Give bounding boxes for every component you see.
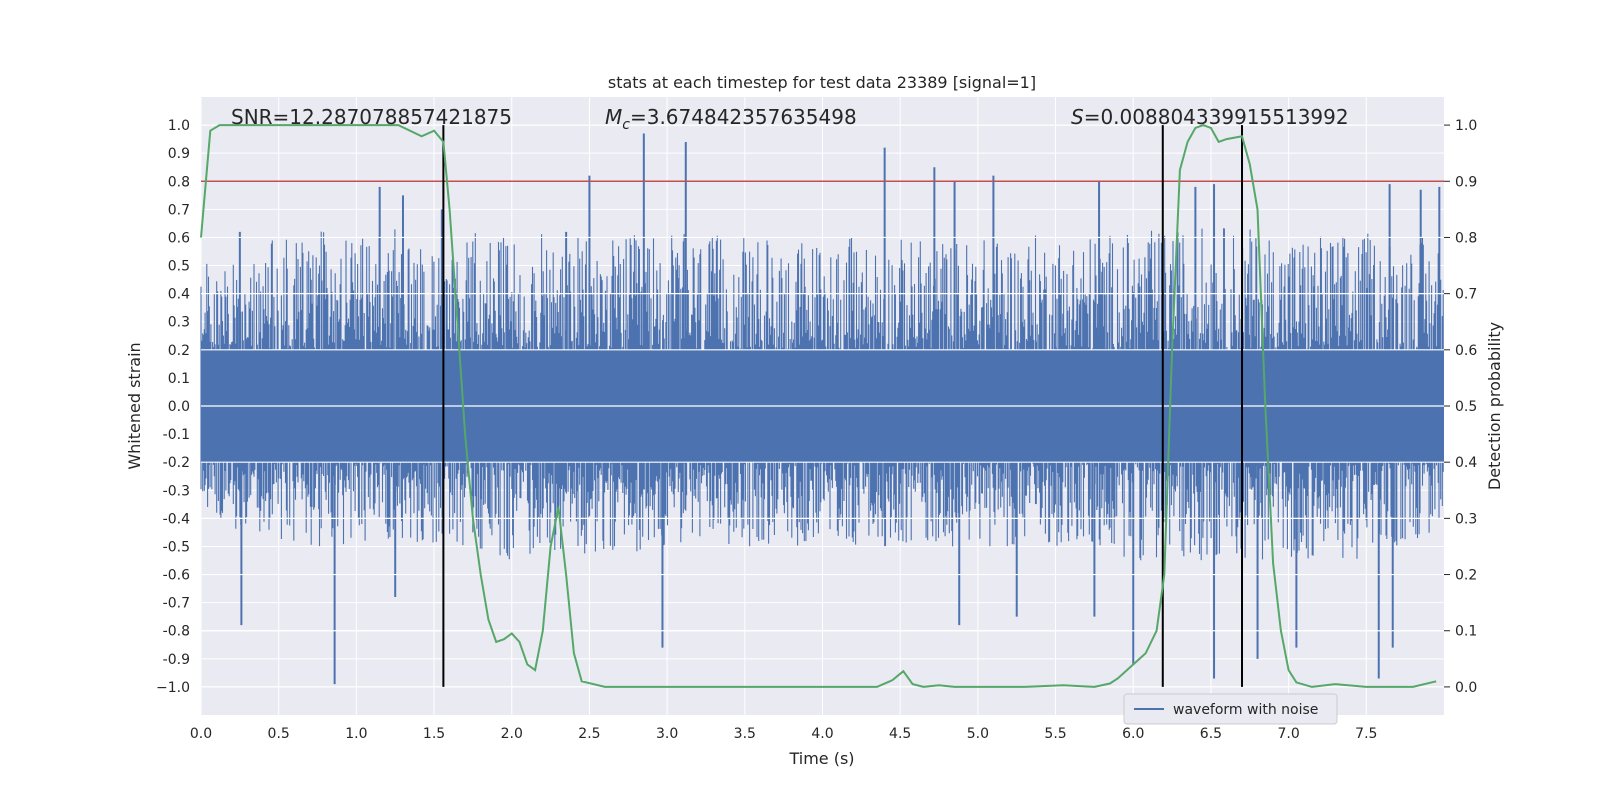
- x-tick-label: 6.5: [1200, 726, 1222, 742]
- y-axis-label-left: Whitened strain: [125, 342, 144, 469]
- y-tick-label-left: 0.6: [168, 230, 190, 246]
- x-tick-label: 2.5: [578, 726, 600, 742]
- x-tick-label: 7.5: [1355, 726, 1377, 742]
- y-tick-label-right: 0.6: [1455, 343, 1477, 359]
- y-tick-label-right: 0.3: [1455, 511, 1477, 527]
- y-tick-label-left: 0.7: [168, 202, 190, 218]
- y-tick-label-right: 0.7: [1455, 287, 1477, 303]
- y-tick-label-left: 0.9: [168, 146, 190, 162]
- x-tick-label: 4.5: [889, 726, 911, 742]
- legend-waveform-label: waveform with noise: [1173, 702, 1318, 718]
- y-tick-label-left: 0.1: [168, 371, 190, 387]
- x-tick-label: 1.5: [423, 726, 445, 742]
- y-tick-label-left: 0.8: [168, 174, 190, 190]
- y-tick-label-right: 0.8: [1455, 230, 1477, 246]
- y-tick-label-right: 0.4: [1455, 455, 1477, 471]
- x-tick-label: 4.0: [811, 726, 833, 742]
- x-tick-label: 3.5: [734, 726, 756, 742]
- x-tick-label: 7.0: [1277, 726, 1299, 742]
- vertical-markers: [442, 125, 1244, 687]
- legend: waveform with noise: [1123, 693, 1338, 725]
- y-tick-label-right: 1.0: [1455, 118, 1477, 134]
- x-tick-label: 2.0: [501, 726, 523, 742]
- y-tick-label-left: -0.7: [163, 596, 190, 612]
- chirp-mass-value: =3.674842357635498: [630, 105, 857, 129]
- legend-box: [1123, 693, 1338, 725]
- x-tick-label: 5.0: [967, 726, 989, 742]
- chirp-mass-symbol: M: [605, 105, 622, 129]
- snr-annotation: SNR=12.287078857421875: [231, 105, 512, 129]
- x-axis-ticks: 0.0 0.5 1.0 1.5 2.0 2.5 3.0 3.5 4.0 4.5 5.0 5.5 6.0 6…: [190, 726, 1378, 742]
- y-tick-label-left: 0.3: [168, 315, 190, 331]
- x-tick-label: 0.5: [268, 726, 290, 742]
- detection-probability-line: [200, 124, 1437, 688]
- y-tick-label-left: -0.5: [163, 539, 190, 555]
- chirp-mass-annotation: Mc=3.674842357635498: [605, 105, 857, 133]
- x-tick-label: 1.0: [345, 726, 367, 742]
- x-tick-label: 3.0: [656, 726, 678, 742]
- x-tick-label: 5.5: [1044, 726, 1066, 742]
- y-tick-label-left: -0.3: [163, 483, 190, 499]
- y-tick-label-right: 0.5: [1455, 399, 1477, 415]
- x-axis-label: Time (s): [788, 749, 854, 768]
- y-tick-label-left: -0.8: [163, 624, 190, 640]
- y-tick-label-left: 0.5: [168, 259, 190, 275]
- chart-title: stats at each timestep for test data 233…: [608, 73, 1036, 92]
- y-tick-label-left: -0.2: [163, 455, 190, 471]
- y-tick-label-left: 1.0: [168, 118, 190, 134]
- chirp-mass-subscript: c: [622, 117, 630, 133]
- y-tick-label-left: -0.6: [163, 568, 190, 584]
- y-tick-label-left: 0.4: [168, 287, 190, 303]
- significance-symbol: S: [1071, 105, 1084, 129]
- y-tick-label-left: 0.2: [168, 343, 190, 359]
- y-tick-label-left: -0.4: [163, 511, 190, 527]
- y-axis-label-right: Detection probability: [1485, 322, 1504, 490]
- y-tick-label-left: −1.0: [156, 680, 190, 696]
- y-axis-ticks-right: 1.0 0.9 0.8 0.7 0.6 0.5 0.4 0.3 0.2 0.1 0.0: [1444, 118, 1477, 696]
- x-tick-label: 6.0: [1122, 726, 1144, 742]
- y-tick-label-right: 0.2: [1455, 568, 1477, 584]
- y-tick-label-right: 0.9: [1455, 174, 1477, 190]
- significance-annotation: S=0.008804339915513992: [1071, 105, 1349, 129]
- y-tick-label-left: -0.1: [163, 427, 190, 443]
- y-tick-label-left: -0.9: [163, 652, 190, 668]
- y-tick-label-right: 0.0: [1455, 680, 1477, 696]
- significance-value: =0.008804339915513992: [1084, 105, 1349, 129]
- x-tick-label: 0.0: [190, 726, 212, 742]
- y-axis-ticks-left: 1.0 0.9 0.8 0.7 0.6 0.5 0.4 0.3 0.2 0.1 0.0 -0.1 -0.…: [156, 118, 190, 696]
- y-tick-label-right: 0.1: [1455, 624, 1477, 640]
- y-tick-label-left: 0.0: [168, 399, 190, 415]
